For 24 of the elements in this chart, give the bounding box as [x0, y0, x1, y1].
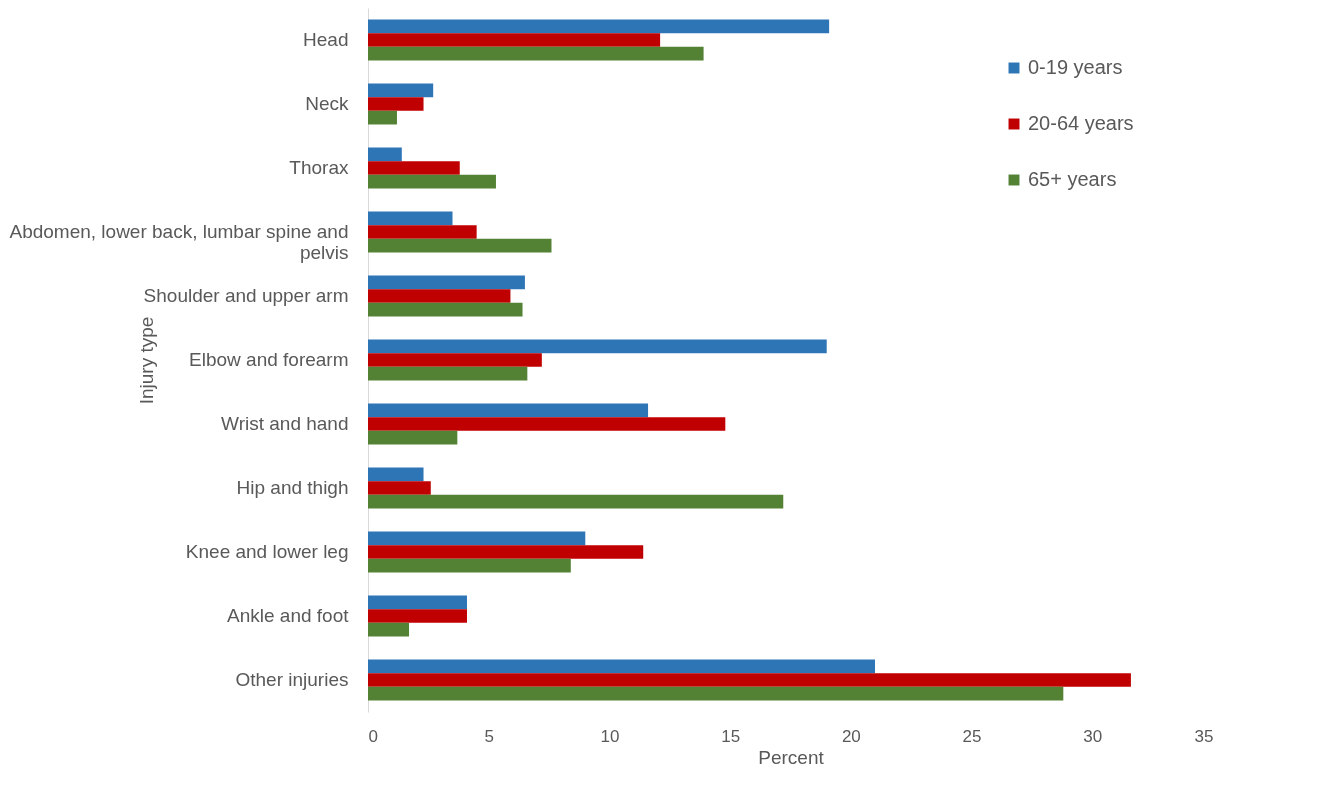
- legend-label: 0-19 years: [1028, 56, 1123, 78]
- y-axis-title: Injury type: [135, 316, 157, 405]
- x-tick-label: 0: [368, 726, 378, 746]
- y-tick-label: Other injuries: [235, 669, 349, 690]
- x-tick-label: 25: [962, 726, 982, 746]
- legend-label: 20-64 years: [1028, 112, 1134, 134]
- x-tick-label: 20: [841, 726, 861, 746]
- y-tick-label: Abdomen, lower back, lumbar spine and pelvis: [9, 221, 349, 263]
- x-tick-label: 15: [721, 726, 741, 746]
- y-tick-label: Neck: [305, 93, 349, 114]
- x-tick-label: 5: [484, 726, 494, 746]
- y-tick-label: Knee and lower leg: [185, 541, 349, 562]
- y-tick-label: Shoulder and upper arm: [143, 285, 349, 306]
- y-tick-label: Wrist and hand: [221, 413, 349, 434]
- y-tick-label: Ankle and foot: [227, 605, 350, 626]
- y-tick-label: Elbow and forearm: [189, 349, 349, 370]
- x-axis-title: Percent: [758, 746, 825, 768]
- y-tick-label: Head: [303, 29, 349, 50]
- x-tick-label: 10: [600, 726, 620, 746]
- x-tick-label: 35: [1194, 726, 1214, 746]
- y-tick-label: Hip and thigh: [236, 477, 349, 498]
- x-tick-label: 30: [1083, 726, 1103, 746]
- y-tick-label: Thorax: [289, 157, 349, 178]
- legend-label: 65+ years: [1028, 168, 1117, 190]
